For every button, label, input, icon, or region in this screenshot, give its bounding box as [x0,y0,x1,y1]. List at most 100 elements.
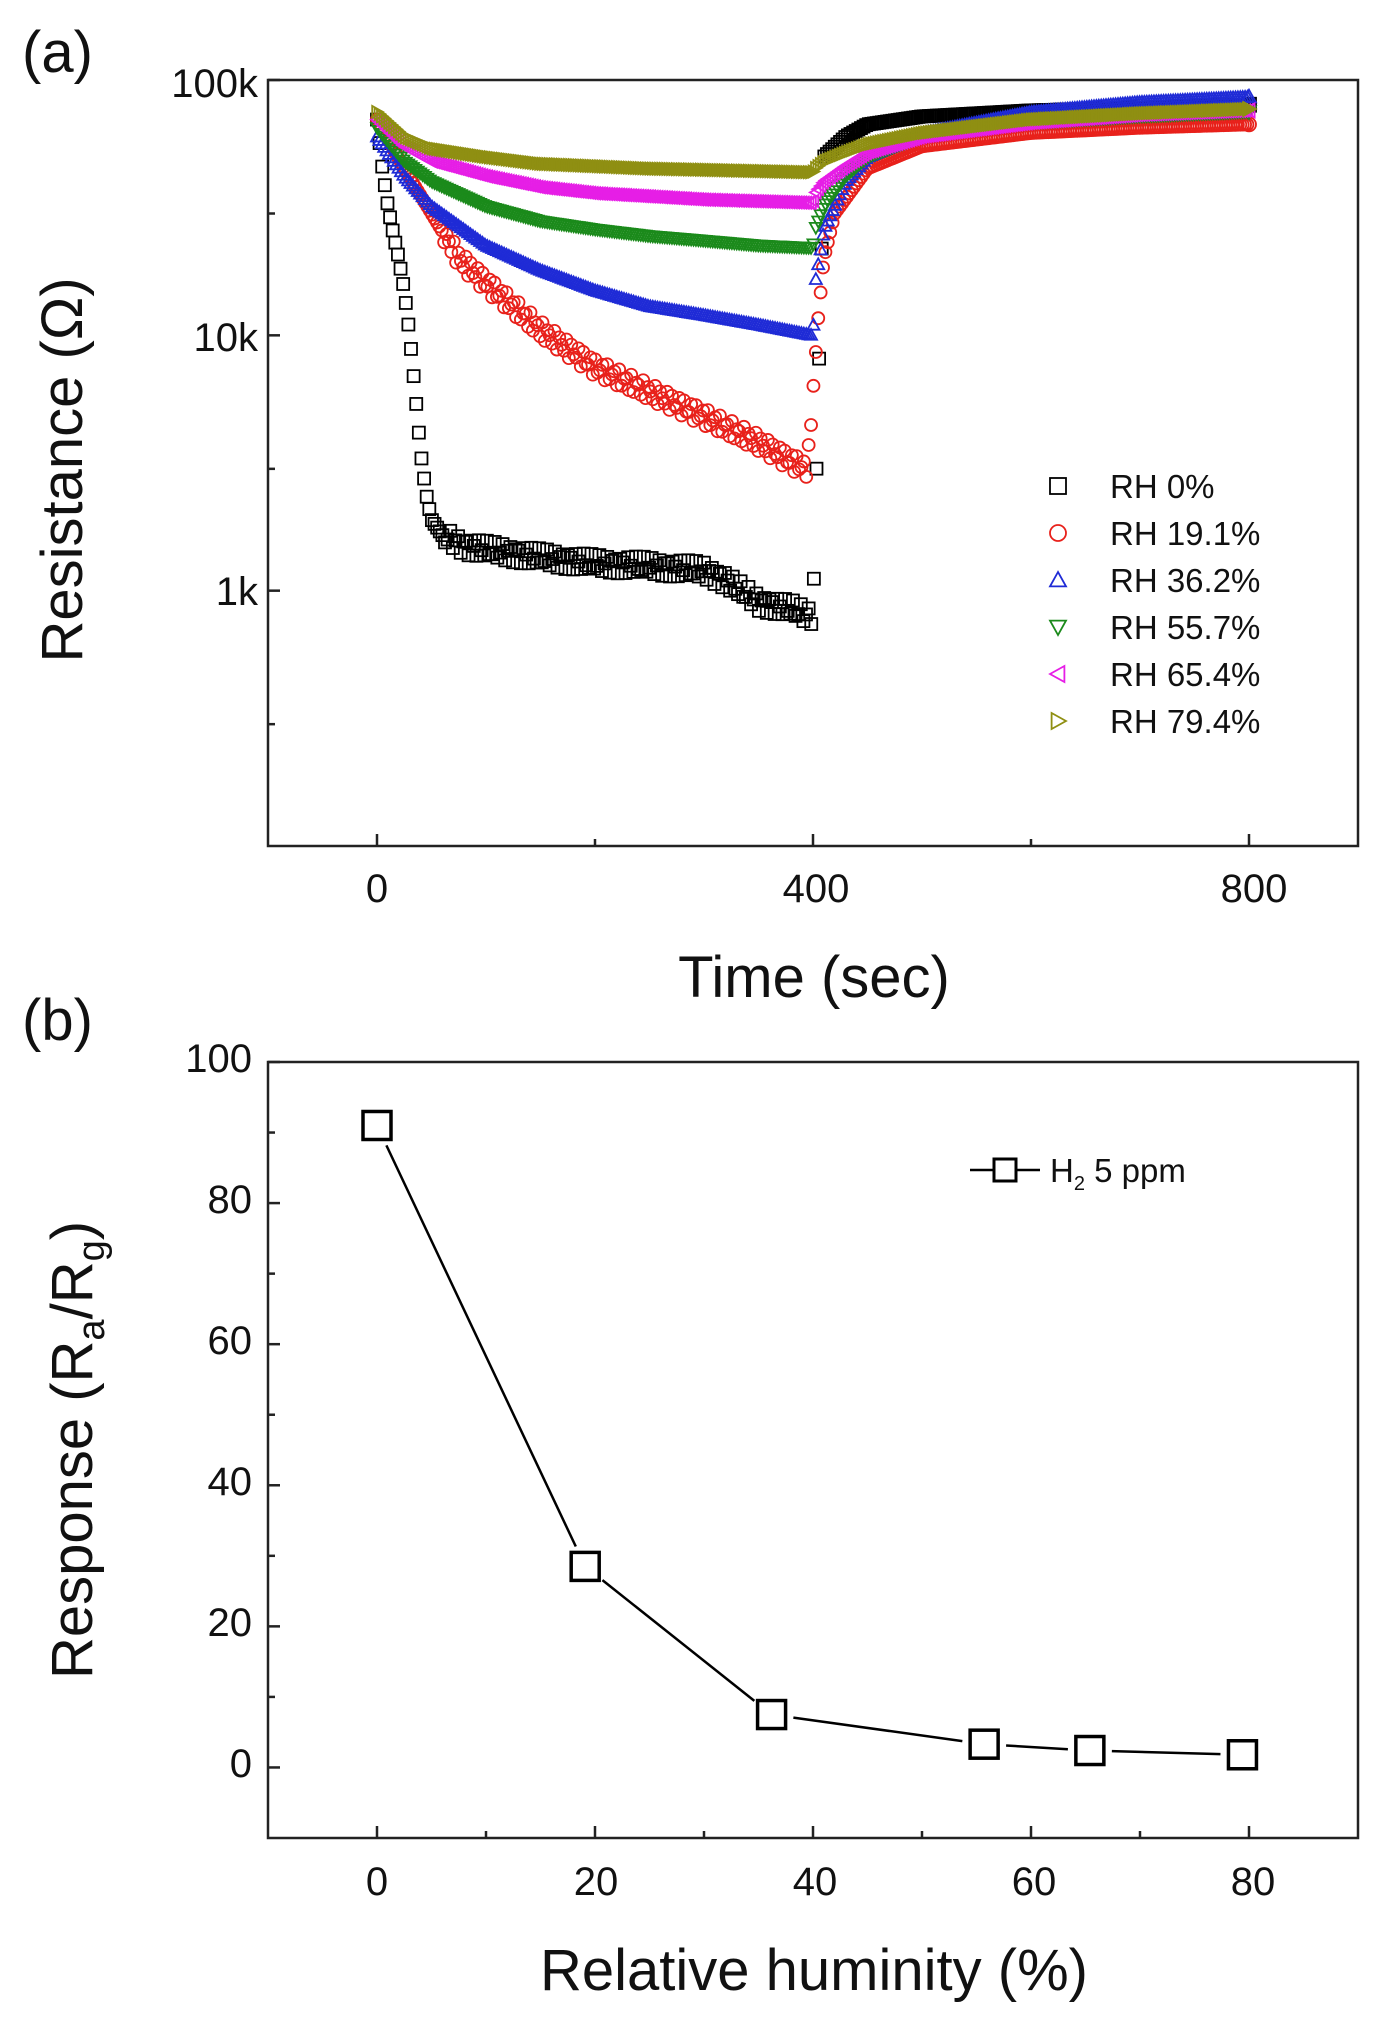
data-point-rh-0 [411,425,426,440]
data-point-rh-36-2 [803,327,819,341]
data-point-rh-65-4 [812,178,827,194]
data-point-rh-19-1 [665,388,679,403]
panel-b-y-tick-20: 20 [208,1601,253,1645]
data-point-rh-19-1 [796,454,811,469]
series-line-segment [793,1716,963,1743]
data-point-rh-19-1 [499,285,514,300]
data-point-rh-19-1 [629,375,643,390]
data-point-rh-0 [665,554,680,569]
data-point-rh-0 [681,553,696,568]
panel-b-legend: H2 5 ppm [970,1152,1186,1195]
legend-marker-rh-19-1 [1049,524,1067,542]
panel-a-x-axis-label: Time (sec) [678,945,950,1010]
panel-a-y-tick-1k: 1k [216,570,259,614]
data-point-h2-5-ppm [968,1728,1000,1760]
data-point-rh-19-1 [715,424,730,439]
panel-b-legend-marker [992,1157,1018,1183]
data-point-rh-0 [383,210,397,225]
data-point-rh-19-1 [504,297,519,312]
data-point-rh-19-1 [626,385,641,399]
data-point-rh-19-1 [799,469,814,484]
data-point-rh-19-1 [528,315,543,330]
data-point-rh-19-1 [808,345,823,359]
panel-a-y-tick-100k: 100k [171,62,259,106]
panel-b-x-tick-80: 80 [1231,1860,1276,1904]
data-point-rh-0 [498,553,513,568]
data-point-rh-19-1 [451,245,466,260]
data-point-rh-65-4 [805,193,820,209]
data-point-rh-19-1 [684,397,699,412]
data-point-rh-0 [770,591,785,606]
legend-label-rh-65-4: RH 65.4% [1110,656,1260,693]
data-point-rh-36-2 [422,196,438,211]
data-point-rh-0 [673,553,688,568]
panel-b-y-tick-40: 40 [208,1460,253,1504]
legend-marker-rh-36-2 [1048,570,1068,588]
panel-a-legend: RH 0% RH 19.1% RH 36.2% RH 55.7% RH 65.4… [1048,468,1260,740]
data-point-rh-19-1 [454,253,468,268]
data-point-rh-36-2 [1240,87,1258,104]
legend-marker-rh-65-4 [1048,664,1066,684]
data-point-rh-0 [422,502,437,517]
panel-b-x-tick-0: 0 [366,1860,388,1904]
data-point-rh-19-1 [806,378,821,393]
data-point-rh-36-2 [808,271,824,285]
data-point-rh-19-1 [818,245,833,260]
data-point-rh-19-1 [784,448,799,463]
data-point-rh-19-1 [804,418,818,432]
data-point-rh-0 [595,564,609,578]
data-point-rh-0 [391,247,405,262]
data-point-rh-19-1 [653,384,667,399]
data-point-rh-36-2 [815,226,831,241]
panel-a-x-tick-800: 800 [1221,867,1288,911]
data-point-rh-19-1 [736,419,751,434]
panel-b: (b) 0 20 40 60 80 100 0 20 40 60 80 Rela… [22,988,1360,2003]
data-point-rh-36-2 [805,317,821,331]
series-line-segment [1111,1749,1221,1756]
data-point-rh-0 [401,317,416,332]
data-point-rh-0 [613,551,628,566]
panel-a-y-tick-10k: 10k [194,316,259,360]
panel-b-label: (b) [22,988,93,1053]
data-point-rh-0 [801,601,816,616]
data-point-rh-19-1 [564,337,579,352]
data-point-rh-0 [396,277,411,291]
data-point-rh-19-1 [811,311,826,326]
data-point-rh-19-1 [470,261,485,276]
data-point-rh-0 [417,471,431,486]
series-line-segment [1006,1744,1068,1751]
data-point-rh-19-1 [631,377,646,392]
data-point-rh-19-1 [813,285,828,300]
data-point-rh-0 [404,342,418,356]
data-point-rh-55-7 [805,238,821,253]
panel-b-y-tick-0: 0 [230,1742,252,1786]
data-point-h2-5-ppm [1226,1739,1259,1771]
data-point-rh-19-1 [485,290,500,305]
panel-b-y-tick-100: 100 [185,1037,252,1081]
data-point-rh-0 [414,451,429,466]
panel-a-x-tick-400: 400 [783,867,850,911]
data-point-rh-65-4 [807,184,822,200]
legend-label-rh-79-4: RH 79.4% [1110,703,1260,740]
series-rh-79-4 [371,100,1258,180]
data-point-rh-19-1 [727,431,742,446]
series-line-segment [385,1144,577,1548]
data-point-rh-0 [647,567,662,582]
data-point-rh-19-1 [636,373,651,388]
data-point-rh-0 [702,564,717,578]
data-point-rh-0 [409,397,424,411]
panel-b-plot-frame [266,1060,1360,1840]
data-point-rh-36-2 [810,256,826,271]
data-point-rh-19-1 [511,295,526,310]
data-point-rh-19-1 [732,424,746,439]
data-point-rh-19-1 [816,260,830,275]
data-point-rh-0 [524,540,539,555]
panel-a-data [369,87,1258,631]
legend-marker-rh-79-4 [1050,711,1068,731]
data-point-h2-5-ppm [361,1109,393,1142]
data-point-h2-5-ppm [569,1550,601,1583]
panel-b-x-tick-40: 40 [793,1860,838,1904]
data-point-h2-5-ppm [755,1698,788,1731]
data-point-rh-0 [809,461,824,476]
data-point-rh-19-1 [765,437,780,452]
